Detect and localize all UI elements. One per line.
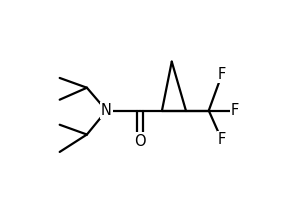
Text: O: O bbox=[134, 134, 146, 148]
Text: N: N bbox=[101, 103, 112, 118]
Text: F: F bbox=[231, 103, 239, 118]
Text: F: F bbox=[218, 67, 226, 82]
Text: F: F bbox=[218, 132, 226, 147]
